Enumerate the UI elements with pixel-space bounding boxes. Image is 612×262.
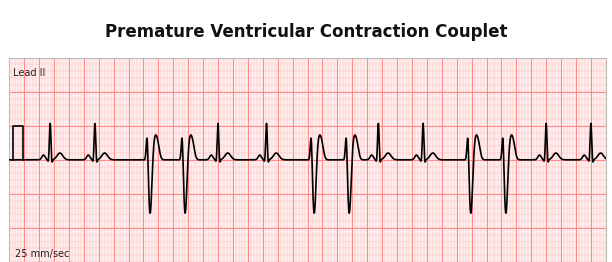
Text: 25 mm/sec: 25 mm/sec [15, 249, 70, 259]
Text: Premature Ventricular Contraction Couplet: Premature Ventricular Contraction Couple… [105, 23, 507, 41]
Text: Lead II: Lead II [13, 68, 45, 78]
